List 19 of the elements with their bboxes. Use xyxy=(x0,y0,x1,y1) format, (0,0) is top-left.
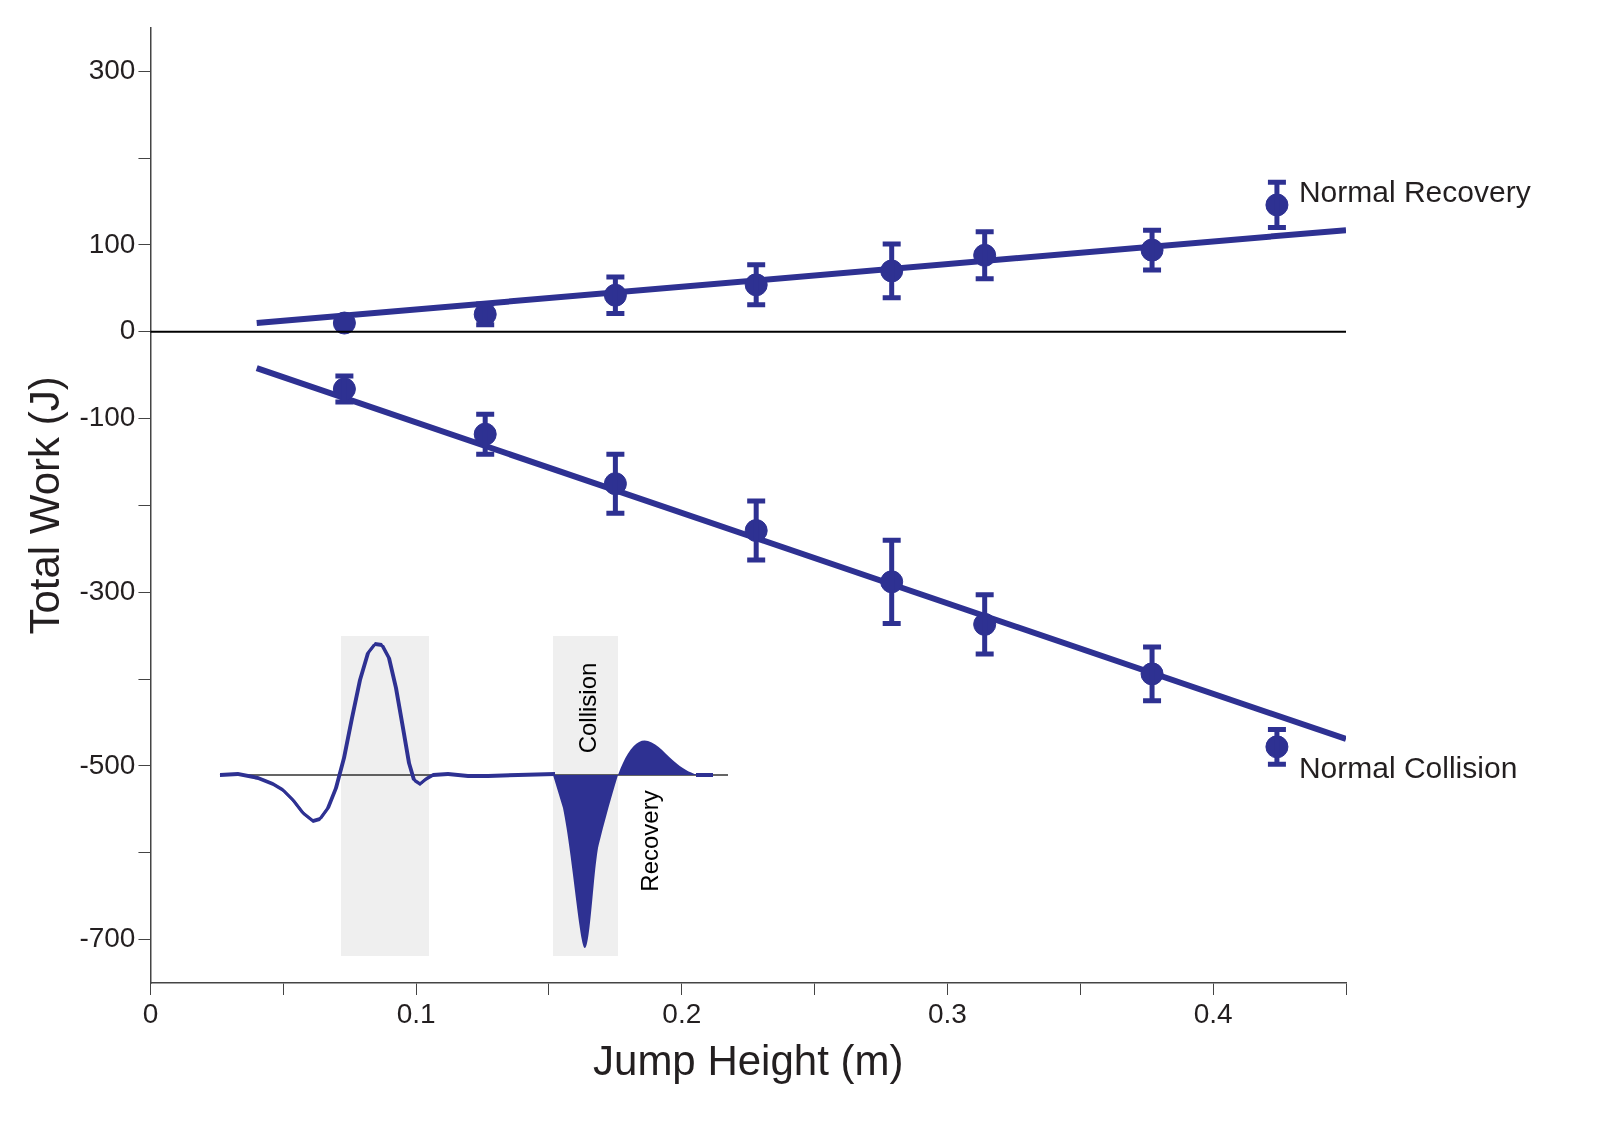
x-tick-label: 0.2 xyxy=(662,997,702,1029)
y-tick-label: -700 xyxy=(79,922,136,954)
annotation: Collision xyxy=(574,662,602,754)
y-axis-title: Total Work (J) xyxy=(20,376,68,635)
y-tick-label: 300 xyxy=(88,53,136,85)
y-tick-label: 0 xyxy=(119,314,136,346)
series-label: Normal Collision xyxy=(1298,751,1518,785)
x-tick-label: 0.4 xyxy=(1193,997,1233,1029)
series-label: Normal Recovery xyxy=(1298,175,1531,209)
x-tick-label: 0.1 xyxy=(396,997,436,1029)
annotation: Recovery xyxy=(636,790,664,892)
point xyxy=(332,311,356,335)
y-tick-label: -500 xyxy=(79,748,136,780)
x-axis-title: Jump Height (m) xyxy=(593,1037,904,1085)
y-tick-label: -100 xyxy=(79,401,136,433)
x-tick-label: 0.3 xyxy=(928,997,967,1029)
y-tick-label: 100 xyxy=(88,227,136,259)
x-tick-label: 0 xyxy=(142,997,159,1029)
y-tick-label: -300 xyxy=(79,574,136,606)
